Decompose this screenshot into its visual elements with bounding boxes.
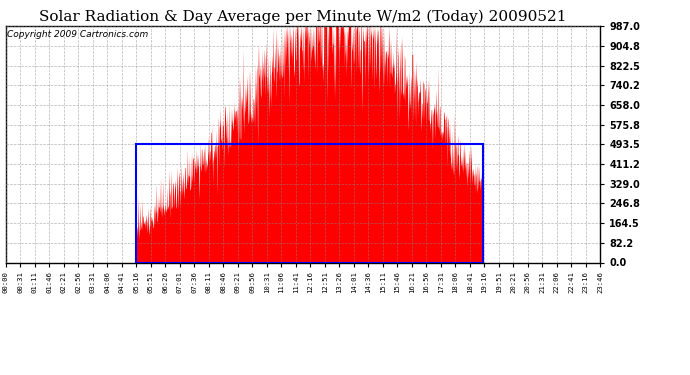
Title: Solar Radiation & Day Average per Minute W/m2 (Today) 20090521: Solar Radiation & Day Average per Minute… <box>39 9 566 24</box>
Text: Copyright 2009 Cartronics.com: Copyright 2009 Cartronics.com <box>7 30 148 39</box>
